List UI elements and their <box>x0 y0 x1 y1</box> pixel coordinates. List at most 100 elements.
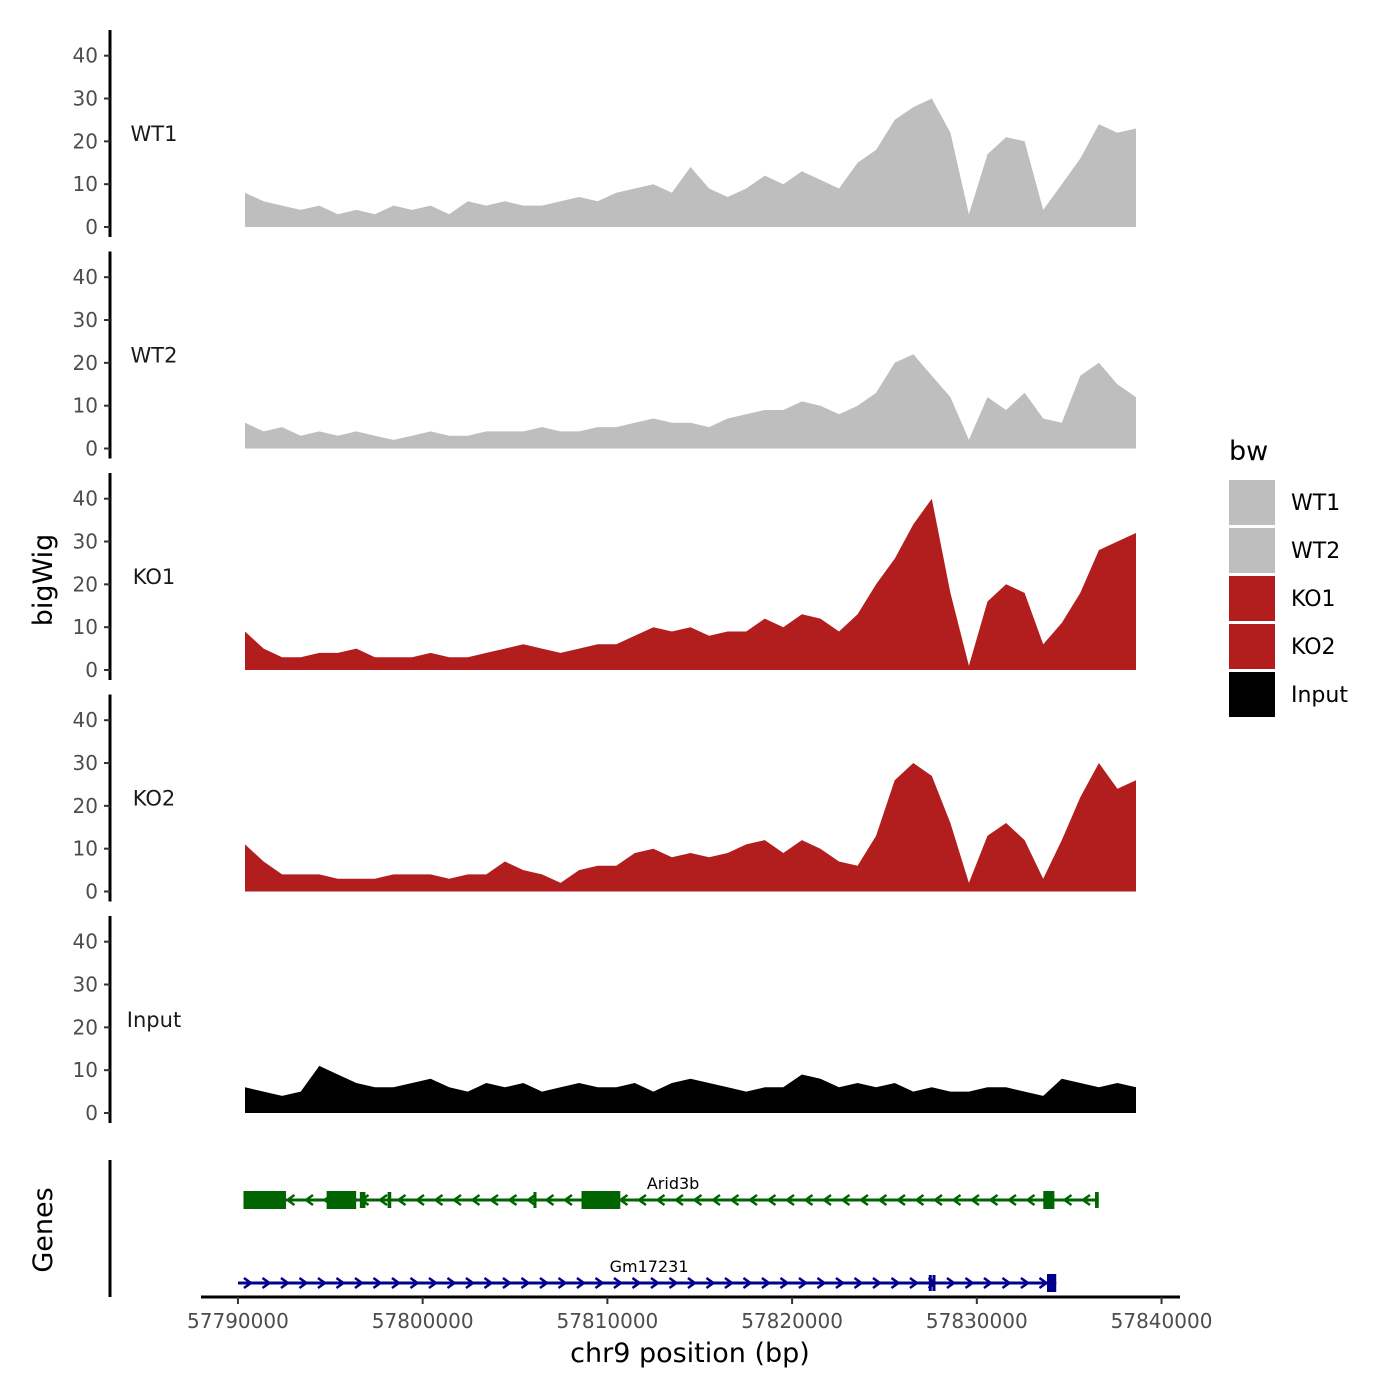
strand-arrow <box>502 1276 513 1290</box>
y-tick-label: 40 <box>73 708 98 732</box>
strand-arrow <box>872 1276 883 1290</box>
strand-arrow <box>391 1276 402 1290</box>
coverage-area-ko1 <box>245 498 1136 670</box>
exon <box>932 1275 936 1291</box>
strand-arrow <box>483 1276 494 1290</box>
strand-arrow <box>692 1193 703 1207</box>
y-tick-label: 0 <box>85 658 98 682</box>
strand-arrow <box>335 1276 346 1290</box>
strand-arrow <box>544 1193 555 1207</box>
y-tick-label: 20 <box>73 129 98 153</box>
strand-arrow <box>618 1193 629 1207</box>
strand-arrow <box>451 1193 462 1207</box>
x-tick-label: 57840000 <box>1111 1309 1213 1333</box>
strand-arrow <box>507 1193 518 1207</box>
strand-arrow <box>1038 1276 1049 1290</box>
strand-arrow <box>798 1276 809 1290</box>
y-tick-label: 30 <box>73 751 98 775</box>
strand-arrow <box>1001 1276 1012 1290</box>
y-tick-label: 20 <box>73 572 98 596</box>
x-axis: 57790000 57800000 57810000 57820000 57830000… <box>187 1295 1213 1333</box>
legend-swatch-wt2 <box>1229 528 1275 573</box>
y-tick-label: 0 <box>85 880 98 904</box>
strand-arrow <box>636 1193 647 1207</box>
strand-arrow <box>705 1276 716 1290</box>
strand-arrow <box>1020 1276 1031 1290</box>
strand-arrow <box>285 1193 296 1207</box>
strand-arrow <box>673 1193 684 1207</box>
strand-arrow <box>576 1276 587 1290</box>
legend-label-ko1: KO1 <box>1291 587 1336 612</box>
strand-arrow <box>428 1276 439 1290</box>
strand-arrow <box>784 1193 795 1207</box>
track-label: WT2 <box>131 344 178 368</box>
legend-swatch-input <box>1229 672 1275 717</box>
strand-arrow <box>835 1276 846 1290</box>
x-tick-label: 57790000 <box>187 1309 289 1333</box>
strand-arrow <box>557 1276 568 1290</box>
strand-arrow <box>909 1276 920 1290</box>
coverage-tracks: 0 10 20 30 40 WT1 0 10 20 30 40 WT2 0 10 20 30 40 KO1 0 10 2… <box>73 30 1136 1125</box>
strand-arrow <box>539 1276 550 1290</box>
y-tick-label: 10 <box>73 394 98 418</box>
x-tick-label: 57830000 <box>926 1309 1028 1333</box>
legend-label-wt2: WT2 <box>1291 539 1340 564</box>
strand-arrow <box>446 1276 457 1290</box>
strand-arrow <box>779 1276 790 1290</box>
y-tick-label: 30 <box>73 530 98 554</box>
legend: bw WT1 WT2 KO1 KO2 Input <box>1229 436 1348 717</box>
coverage-area-wt2 <box>245 354 1136 449</box>
gene-gm17231: Gm17231 <box>237 1257 1057 1292</box>
strand-arrow <box>890 1276 901 1290</box>
strand-arrow <box>525 1193 536 1207</box>
strand-arrow <box>414 1193 425 1207</box>
track-label: WT1 <box>131 122 178 146</box>
strand-arrow <box>594 1276 605 1290</box>
strand-arrow <box>747 1193 758 1207</box>
strand-arrow <box>655 1193 666 1207</box>
strand-arrow <box>372 1276 383 1290</box>
strand-arrow <box>914 1193 925 1207</box>
strand-arrow <box>951 1193 962 1207</box>
exon <box>1043 1191 1055 1209</box>
legend-label-input: Input <box>1291 683 1348 708</box>
strand-arrow <box>710 1193 721 1207</box>
strand-arrow <box>1062 1193 1073 1207</box>
x-tick-label: 57800000 <box>372 1309 474 1333</box>
strand-arrow <box>317 1276 328 1290</box>
y-tick-label: 10 <box>73 1058 98 1082</box>
y-tick-label: 20 <box>73 1015 98 1039</box>
strand-arrow <box>877 1193 888 1207</box>
strand-arrow <box>562 1193 573 1207</box>
legend-swatch-ko1 <box>1229 576 1275 621</box>
exon <box>533 1192 537 1208</box>
strand-arrow <box>303 1193 314 1207</box>
exon <box>387 1192 392 1208</box>
strand-arrow <box>261 1276 272 1290</box>
track-label: KO1 <box>133 565 176 589</box>
strand-arrow <box>821 1193 832 1207</box>
strand-arrow <box>983 1276 994 1290</box>
strand-arrow <box>280 1276 291 1290</box>
strand-arrow <box>520 1276 531 1290</box>
strand-arrow <box>298 1276 309 1290</box>
strand-arrow <box>1006 1193 1017 1207</box>
exon <box>1095 1192 1099 1208</box>
exon <box>581 1191 621 1209</box>
track-ko1: 0 10 20 30 40 KO1 <box>73 473 1136 682</box>
legend-swatch-ko2 <box>1229 624 1275 669</box>
y-tick-label: 20 <box>73 351 98 375</box>
track-input: 0 10 20 30 40 Input <box>73 916 1136 1125</box>
y-axis-title: bigWig <box>28 534 59 627</box>
strand-arrow <box>488 1193 499 1207</box>
strand-arrow <box>1080 1193 1091 1207</box>
track-wt1: 0 10 20 30 40 WT1 <box>73 30 1136 239</box>
y-tick-label: 10 <box>73 615 98 639</box>
strand-arrow <box>668 1276 679 1290</box>
strand-arrow <box>396 1193 407 1207</box>
track-label: Input <box>127 1008 181 1032</box>
y-tick-label: 0 <box>85 1101 98 1125</box>
strand-arrow <box>243 1276 254 1290</box>
strand-arrow <box>766 1193 777 1207</box>
